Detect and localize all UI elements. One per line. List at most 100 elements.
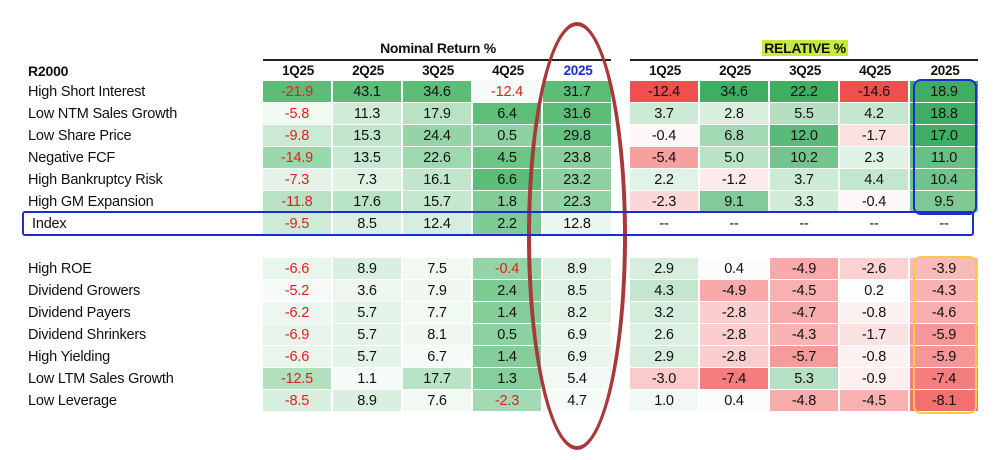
nominal-cell: 2.4 xyxy=(473,280,541,301)
nominal-col-header: 2Q25 xyxy=(352,63,384,78)
nominal-cell: 1.1 xyxy=(333,368,401,389)
relative-cell: -5.9 xyxy=(910,346,978,367)
nominal-cell: 34.6 xyxy=(403,81,471,102)
relative-cell: 5.0 xyxy=(700,147,768,168)
relative-cell: 34.6 xyxy=(700,81,768,102)
nominal-cell: 15.3 xyxy=(333,125,401,146)
relative-cell: -7.4 xyxy=(700,368,768,389)
nominal-col-header: 3Q25 xyxy=(422,63,454,78)
index-relative-cell: -- xyxy=(729,216,739,232)
nominal-cell: -7.3 xyxy=(263,169,331,190)
nominal-cell: 8.9 xyxy=(333,258,401,279)
nominal-cell: 15.7 xyxy=(403,191,471,212)
relative-cell: -4.5 xyxy=(840,390,908,411)
relative-2025-bottom-box xyxy=(913,256,977,414)
relative-cell: -2.3 xyxy=(630,191,698,212)
nominal-cell: 6.7 xyxy=(403,346,471,367)
nominal-cell: 1.4 xyxy=(473,302,541,323)
relative-cell: -4.9 xyxy=(700,280,768,301)
relative-cell: 1.0 xyxy=(630,390,698,411)
relative-cell: -0.8 xyxy=(840,302,908,323)
index-nominal-cell: 12.4 xyxy=(403,213,471,234)
nominal-cell: -11.8 xyxy=(263,191,331,212)
relative-cell: 11.0 xyxy=(910,147,978,168)
relative-cell: 9.5 xyxy=(910,191,978,212)
relative-cell: -3.9 xyxy=(910,258,978,279)
relative-cell: -4.6 xyxy=(910,302,978,323)
row-label: Low LTM Sales Growth xyxy=(28,371,174,387)
index-relative-cell: -- xyxy=(869,216,879,232)
relative-cell: 3.7 xyxy=(630,103,698,124)
relative-cell: -1.2 xyxy=(700,169,768,190)
row-label: High Bankruptcy Risk xyxy=(28,172,163,188)
relative-cell: 10.4 xyxy=(910,169,978,190)
nominal-cell: 0.5 xyxy=(473,324,541,345)
row-label: Dividend Shrinkers xyxy=(28,327,147,343)
nominal-header-rule xyxy=(263,59,611,61)
nominal-cell: 4.5 xyxy=(473,147,541,168)
relative-cell: -0.9 xyxy=(840,368,908,389)
nominal-cell: -2.3 xyxy=(473,390,541,411)
nominal-cell: 11.3 xyxy=(333,103,401,124)
index-nominal-cell: 2.2 xyxy=(473,213,541,234)
relative-cell: -4.8 xyxy=(770,390,838,411)
row-header-r2000: R2000 xyxy=(28,63,69,79)
nominal-return-header: Nominal Return % xyxy=(380,40,496,56)
index-row-box xyxy=(22,211,974,236)
relative-cell: -3.0 xyxy=(630,368,698,389)
relative-col-header: 1Q25 xyxy=(649,63,681,78)
nominal-cell: -6.2 xyxy=(263,302,331,323)
relative-cell: 0.4 xyxy=(700,390,768,411)
relative-cell: 17.0 xyxy=(910,125,978,146)
nominal-cell: 1.4 xyxy=(473,346,541,367)
index-relative-cell: -- xyxy=(939,216,949,232)
relative-cell: -4.9 xyxy=(770,258,838,279)
relative-cell: 6.8 xyxy=(700,125,768,146)
nominal-cell: 5.7 xyxy=(333,346,401,367)
row-label: Low Leverage xyxy=(28,393,117,409)
relative-cell: -0.4 xyxy=(630,125,698,146)
nominal-cell: 8.9 xyxy=(333,390,401,411)
nominal-cell: -5.8 xyxy=(263,103,331,124)
nominal-cell: 22.6 xyxy=(403,147,471,168)
relative-cell: 4.4 xyxy=(840,169,908,190)
relative-cell: 5.3 xyxy=(770,368,838,389)
relative-cell: 2.8 xyxy=(700,103,768,124)
relative-2025-top-box xyxy=(913,79,977,215)
relative-cell: 2.3 xyxy=(840,147,908,168)
nominal-cell: 5.7 xyxy=(333,324,401,345)
relative-col-header: 2Q25 xyxy=(719,63,751,78)
nominal-cell: -9.8 xyxy=(263,125,331,146)
index-nominal-cell: -9.5 xyxy=(263,213,331,234)
nominal-cell: -5.2 xyxy=(263,280,331,301)
relative-cell: -5.9 xyxy=(910,324,978,345)
nominal-cell: 17.6 xyxy=(333,191,401,212)
relative-cell: -14.6 xyxy=(840,81,908,102)
index-nominal-cell: 8.5 xyxy=(333,213,401,234)
nominal-cell: 1.8 xyxy=(473,191,541,212)
relative-header-text: RELATIVE % xyxy=(762,40,848,56)
index-relative-cell: -- xyxy=(659,216,669,232)
relative-cell: -4.5 xyxy=(770,280,838,301)
row-label: High ROE xyxy=(28,261,92,277)
nominal-cell: -12.5 xyxy=(263,368,331,389)
nominal-cell: 16.1 xyxy=(403,169,471,190)
relative-cell: 9.1 xyxy=(700,191,768,212)
relative-cell: 4.3 xyxy=(630,280,698,301)
nominal-cell: 17.7 xyxy=(403,368,471,389)
row-label: High Yielding xyxy=(28,349,111,365)
relative-cell: 3.7 xyxy=(770,169,838,190)
nominal-cell: 6.4 xyxy=(473,103,541,124)
relative-cell: -4.3 xyxy=(770,324,838,345)
nominal-cell: 7.6 xyxy=(403,390,471,411)
relative-cell: 18.9 xyxy=(910,81,978,102)
relative-cell: 22.2 xyxy=(770,81,838,102)
relative-cell: 0.4 xyxy=(700,258,768,279)
nominal-cell: 43.1 xyxy=(333,81,401,102)
nominal-cell: 8.1 xyxy=(403,324,471,345)
relative-cell: 2.2 xyxy=(630,169,698,190)
relative-cell: -7.4 xyxy=(910,368,978,389)
relative-header: RELATIVE % xyxy=(630,39,980,57)
relative-header-rule xyxy=(630,59,978,61)
